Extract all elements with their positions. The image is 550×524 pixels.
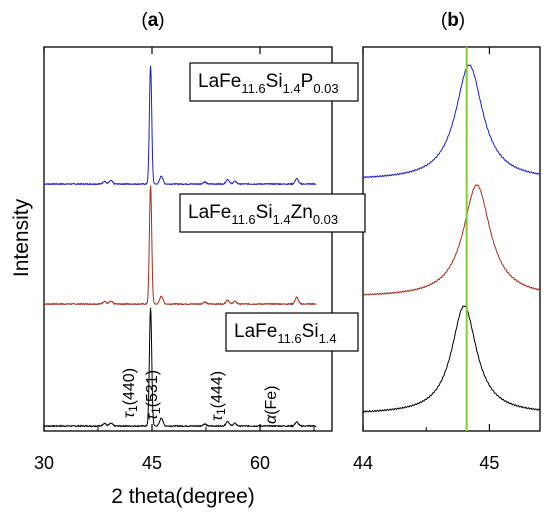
x-tick-label: 44	[353, 453, 373, 473]
panel-a-label: (a)	[141, 10, 164, 31]
series-line-panel-a	[43, 65, 317, 186]
panel-b-frame	[362, 46, 541, 432]
y-axis-label: Intensity	[10, 198, 33, 277]
series-line-panel-b	[362, 305, 541, 413]
peak-annotation: τ1(444)	[209, 371, 228, 421]
series-line-panel-a	[43, 307, 317, 428]
series-line-panel-a	[43, 185, 317, 306]
legend-entry: LaFe11.6Si1.4Zn0.03	[188, 202, 338, 227]
x-tick-label: 45	[142, 453, 162, 473]
series-line-panel-b	[362, 184, 541, 296]
legend-entry: LaFe11.6Si1.4	[234, 321, 337, 346]
legend-box	[189, 62, 359, 102]
series-line-panel-b	[362, 64, 541, 179]
legend-box	[225, 312, 359, 352]
legend-box	[179, 193, 366, 233]
peak-annotation: τ1(531)	[144, 370, 163, 420]
peak-annotation: τ1(440)	[121, 368, 140, 418]
panel-b-plot: 44 45	[353, 47, 541, 473]
x-tick-label: 45	[479, 453, 499, 473]
x-axis-label: 2 theta(degree)	[111, 485, 255, 508]
panel-a-plot: 30 45 60 LaFe11.6Si1.4P0.03 LaFe11.6Si1.4Zn0…	[34, 47, 366, 473]
x-tick-label: 60	[250, 453, 270, 473]
panel-b-label: (b)	[441, 10, 465, 31]
legend-entry: LaFe11.6Si1.4P0.03	[198, 71, 339, 96]
peak-annotation: α(Fe)	[263, 386, 280, 424]
x-tick-label: 30	[34, 453, 54, 473]
panel-a-frame	[43, 46, 333, 432]
